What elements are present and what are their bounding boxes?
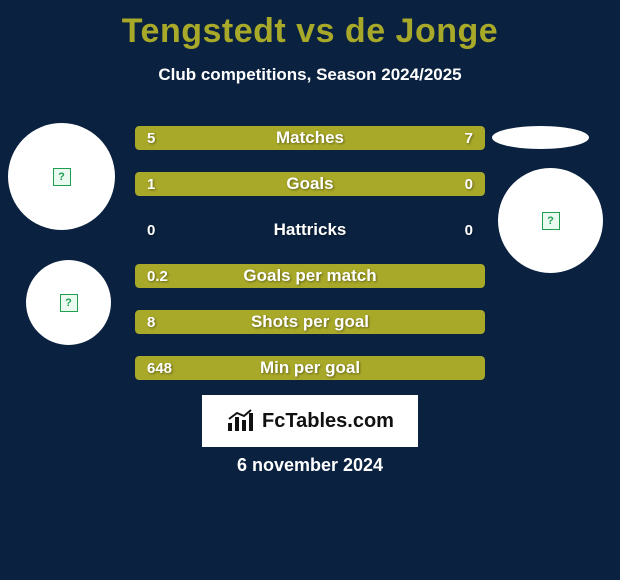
player-left-avatar-2: ? (26, 260, 111, 345)
stat-row: 0 0Hattricks (135, 218, 485, 242)
stat-bar-left (135, 310, 485, 334)
stat-row: 648Min per goal (135, 356, 485, 380)
stat-label: Hattricks (135, 218, 485, 242)
player-left-avatar-1: ? (8, 123, 115, 230)
stat-bar-left (135, 126, 275, 150)
stat-bar-right (405, 172, 486, 196)
comparison-bars: 57Matches 10Goals 0 0Hattricks 0.2Goals per … (135, 126, 485, 402)
logo-text: FcTables.com (262, 410, 394, 433)
stat-bar-right (275, 126, 485, 150)
player-right-ellipse (492, 126, 589, 149)
image-placeholder-icon: ? (542, 212, 560, 230)
comparison-title: Tengstedt vs de Jonge (0, 0, 620, 51)
fctables-logo: FcTables.com (202, 395, 418, 447)
stat-value-left: 0 (147, 218, 155, 242)
image-placeholder-icon: ? (60, 294, 78, 312)
stat-value-right: 0 (465, 218, 473, 242)
stat-bar-left (135, 172, 405, 196)
image-placeholder-icon: ? (53, 168, 71, 186)
infographic-date: 6 november 2024 (0, 455, 620, 476)
stat-bar-left (135, 356, 485, 380)
stat-row: 10Goals (135, 172, 485, 196)
comparison-subtitle: Club competitions, Season 2024/2025 (0, 65, 620, 85)
stat-row: 8Shots per goal (135, 310, 485, 334)
stat-row: 0.2Goals per match (135, 264, 485, 288)
stat-row: 57Matches (135, 126, 485, 150)
stat-bar-left (135, 264, 485, 288)
player-right-avatar-1: ? (498, 168, 603, 273)
chart-icon (226, 409, 256, 433)
